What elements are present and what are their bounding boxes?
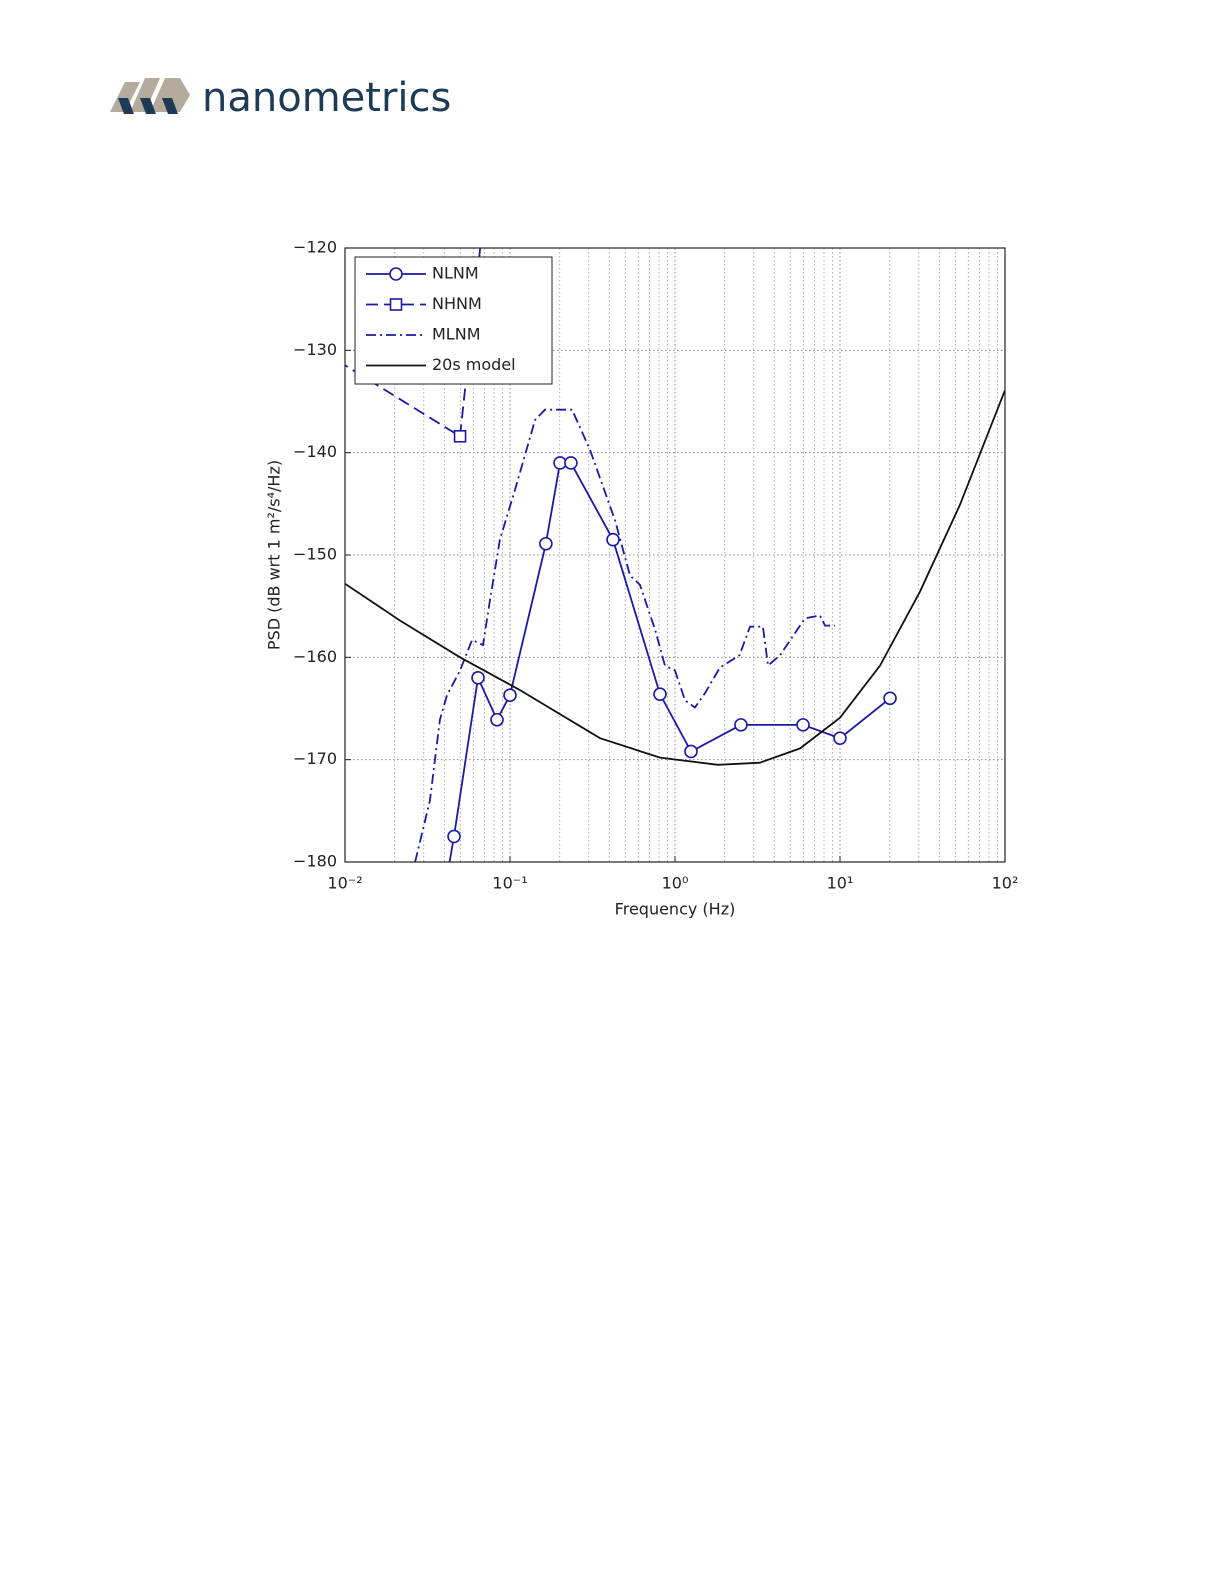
marker — [833, 731, 847, 745]
marker — [389, 298, 403, 311]
x-tick-label: 10² — [992, 874, 1019, 893]
x-tick-label: 10⁻² — [327, 874, 362, 893]
marker — [796, 718, 810, 732]
series-line — [345, 389, 1005, 766]
brand-name: nanometrics — [202, 75, 451, 121]
marker — [389, 267, 403, 281]
y-tick-label: −180 — [293, 852, 337, 871]
marker — [490, 712, 504, 727]
legend-label: NLNM — [432, 264, 479, 283]
x-tick-label: 10¹ — [827, 874, 854, 893]
marker — [539, 536, 553, 551]
x-tick-label: 10⁻¹ — [492, 874, 527, 893]
marker — [883, 691, 897, 706]
plot-area — [345, 222, 1005, 899]
legend-box — [354, 256, 553, 385]
y-tick-label: −130 — [293, 340, 337, 359]
marker — [684, 744, 698, 759]
y-tick-label: −140 — [293, 442, 337, 461]
y-axis-label: PSD (dB wrt 1 m²/s⁴/Hz) — [265, 460, 284, 650]
series-line — [414, 408, 835, 862]
y-tick-label: −120 — [293, 238, 337, 257]
marker — [447, 829, 461, 844]
marker — [503, 688, 517, 702]
legend-bg — [355, 257, 552, 384]
marker — [438, 887, 450, 899]
axes: −180 −170 −160 −150 −140 −130 −120 10⁻² 10⁻¹ 10⁰ 1… — [265, 238, 1019, 919]
marker — [477, 222, 488, 233]
marker — [606, 532, 620, 547]
legend: NLNM NHNM MLNM 20s model — [354, 256, 553, 385]
x-axis-label: Frequency (Hz) — [615, 900, 736, 919]
legend-label: MLNM — [432, 325, 481, 344]
y-tick-label: −160 — [293, 647, 337, 666]
marker — [734, 718, 748, 732]
logo-icon — [110, 78, 190, 114]
y-tick-label: −150 — [293, 545, 337, 564]
marker — [453, 429, 467, 443]
marker — [471, 670, 485, 685]
legend-label: 20s model — [432, 355, 516, 374]
marker — [653, 687, 667, 701]
x-tick-label: 10⁰ — [662, 874, 689, 893]
marker — [564, 456, 578, 470]
legend-label: NHNM — [432, 294, 482, 313]
y-tick-label: −170 — [293, 749, 337, 768]
